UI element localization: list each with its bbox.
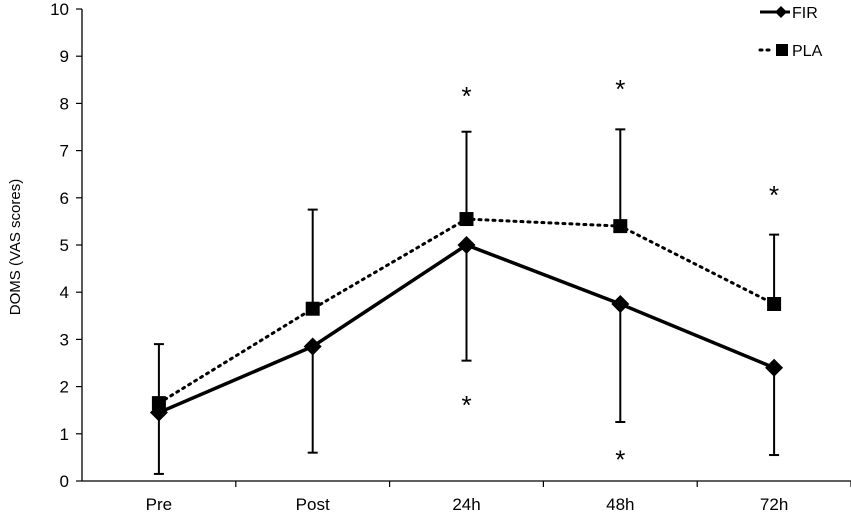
x-tick-label: 24h (452, 495, 480, 514)
legend: FIR PLA (758, 5, 823, 60)
y-tick-label: 4 (60, 283, 69, 302)
x-ticks: Pre Post 24h 48h 72h (146, 481, 851, 514)
y-tick-label: 1 (60, 425, 69, 444)
y-tick-label: 9 (60, 47, 69, 66)
point-pla (767, 297, 782, 311)
x-tick-label: Pre (146, 495, 172, 514)
significance-marker: * (615, 444, 625, 474)
series-markers (149, 212, 784, 422)
significance-marker: * (461, 390, 471, 420)
legend-marker-pla (776, 44, 788, 56)
legend-marker-fir (775, 6, 787, 18)
x-tick-label: 72h (760, 495, 788, 514)
significance-marker: * (461, 81, 471, 111)
error-bars (153, 128, 780, 475)
y-tick-label: 10 (50, 0, 69, 19)
significance-marker: * (615, 74, 625, 104)
point-pla (151, 396, 166, 411)
y-tick-label: 0 (60, 472, 69, 491)
x-tick-label: 48h (606, 495, 634, 514)
point-pla (459, 212, 474, 227)
point-pla (305, 301, 320, 316)
point-pla (613, 219, 628, 234)
y-tick-label: 5 (60, 236, 69, 255)
legend-label-fir: FIR (792, 5, 818, 22)
legend-label-pla: PLA (792, 43, 823, 60)
y-tick-label: 2 (60, 378, 69, 397)
y-tick-label: 6 (60, 189, 69, 208)
significance-annotations: * * * * * (461, 74, 779, 475)
y-axis-label: DOMS (VAS scores) (7, 179, 24, 315)
y-tick-label: 7 (60, 142, 69, 161)
point-fir (611, 295, 630, 313)
x-tick-label: Post (296, 495, 330, 514)
point-fir (303, 337, 322, 356)
y-tick-label: 8 (60, 94, 69, 113)
y-ticks: 0 1 2 3 4 5 6 7 8 9 10 (50, 0, 82, 491)
y-tick-label: 3 (60, 330, 69, 349)
point-fir (457, 236, 476, 254)
significance-marker: * (769, 180, 779, 210)
point-fir (765, 358, 784, 377)
